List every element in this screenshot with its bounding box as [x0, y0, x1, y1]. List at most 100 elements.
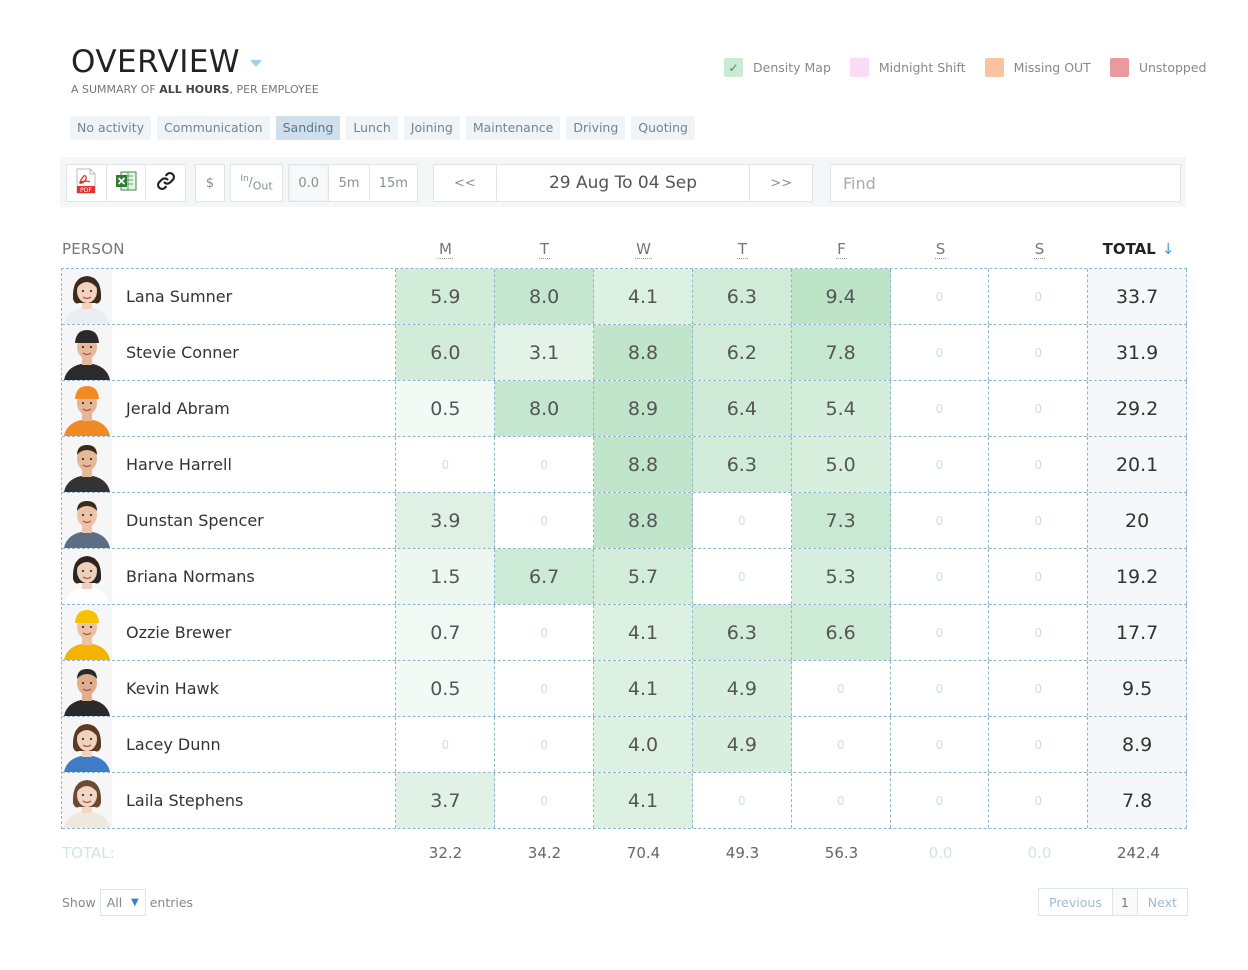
hours-cell-sun[interactable]: 0	[989, 325, 1089, 380]
hours-cell-thu[interactable]: 6.3	[692, 437, 792, 492]
hours-cell-tue[interactable]: 0	[495, 717, 595, 772]
tag-quoting[interactable]: Quoting	[631, 116, 695, 140]
day-header-thu[interactable]: T	[693, 236, 792, 262]
hours-cell-thu[interactable]: 6.3	[692, 269, 792, 324]
hours-cell-sun[interactable]: 0	[989, 773, 1089, 828]
hours-cell-sat[interactable]: 0	[891, 493, 990, 548]
day-header-wed[interactable]: W	[594, 236, 693, 262]
person-cell[interactable]: Harve Harrell	[62, 437, 397, 492]
hours-cell-wed[interactable]: 8.8	[594, 437, 693, 492]
hours-cell-wed[interactable]: 4.1	[594, 605, 693, 660]
legend-unstopped[interactable]: Unstopped	[1109, 58, 1206, 77]
hours-cell-wed[interactable]: 5.7	[594, 549, 693, 604]
legend-missing-out[interactable]: Missing OUT	[984, 58, 1091, 77]
hours-cell-sat[interactable]: 0	[891, 773, 990, 828]
hours-cell-sun[interactable]: 0	[989, 269, 1089, 324]
person-cell[interactable]: Ozzie Brewer	[62, 605, 397, 660]
hours-cell-wed[interactable]: 8.8	[594, 493, 693, 548]
person-column-header[interactable]: PERSON	[62, 240, 125, 258]
hours-cell-mon[interactable]: 0.5	[396, 661, 496, 716]
tag-lunch[interactable]: Lunch	[346, 116, 398, 140]
hours-cell-sat[interactable]: 0	[891, 437, 990, 492]
hours-cell-wed[interactable]: 4.1	[594, 773, 693, 828]
person-cell[interactable]: Dunstan Spencer	[62, 493, 397, 548]
hours-cell-sat[interactable]: 0	[891, 605, 990, 660]
hours-cell-sun[interactable]: 0	[989, 437, 1089, 492]
hours-cell-thu[interactable]: 6.3	[692, 605, 792, 660]
hours-cell-thu[interactable]: 0	[693, 773, 792, 828]
missing-out-checkbox[interactable]	[984, 58, 1004, 77]
person-cell[interactable]: Briana Normans	[62, 549, 397, 604]
hours-cell-tue[interactable]: 0	[495, 661, 595, 716]
next-page-button[interactable]: Next	[1147, 894, 1177, 910]
legend-density-map[interactable]: ✓ Density Map	[724, 58, 831, 77]
day-header-sat[interactable]: S	[891, 236, 990, 262]
prev-week-button[interactable]: <<	[434, 165, 497, 201]
person-cell[interactable]: Lacey Dunn	[62, 717, 397, 772]
hours-cell-mon[interactable]: 5.9	[396, 269, 496, 324]
hours-cell-sun[interactable]: 0	[989, 717, 1089, 772]
hours-cell-mon[interactable]: 3.9	[396, 493, 496, 548]
hours-cell-thu[interactable]: 6.2	[692, 325, 792, 380]
person-cell[interactable]: Stevie Conner	[62, 325, 397, 380]
hours-cell-tue[interactable]: 0	[495, 605, 595, 660]
hours-cell-sun[interactable]: 0	[989, 549, 1089, 604]
tag-maintenance[interactable]: Maintenance	[465, 116, 561, 140]
hours-cell-wed[interactable]: 4.1	[594, 269, 693, 324]
hours-cell-sun[interactable]: 0	[989, 661, 1089, 716]
hours-cell-fri[interactable]: 0	[792, 661, 891, 716]
hours-cell-mon[interactable]: 1.5	[396, 549, 496, 604]
hours-cell-tue[interactable]: 6.7	[495, 549, 595, 604]
hours-cell-fri[interactable]: 7.3	[791, 493, 891, 548]
hours-cell-sun[interactable]: 0	[989, 605, 1089, 660]
hours-cell-tue[interactable]: 0	[495, 437, 595, 492]
hours-cell-fri[interactable]: 9.4	[791, 269, 891, 324]
hours-cell-fri[interactable]: 0	[792, 717, 891, 772]
person-cell[interactable]: Jerald Abram	[62, 381, 397, 436]
hours-cell-sat[interactable]: 0	[891, 661, 990, 716]
legend-midnight-shift[interactable]: Midnight Shift	[849, 58, 966, 77]
page-1-button[interactable]: 1	[1111, 889, 1138, 915]
person-cell[interactable]: Laila Stephens	[62, 773, 397, 828]
day-header-tue[interactable]: T	[495, 236, 594, 262]
hours-cell-thu[interactable]: 0	[693, 493, 792, 548]
hours-cell-tue[interactable]: 8.0	[495, 269, 595, 324]
hours-cell-fri[interactable]: 0	[792, 773, 891, 828]
hours-cell-thu[interactable]: 6.4	[692, 381, 792, 436]
hours-cell-fri[interactable]: 5.3	[791, 549, 891, 604]
day-header-mon[interactable]: M	[396, 236, 495, 262]
hours-cell-sun[interactable]: 0	[989, 493, 1089, 548]
export-pdf-button[interactable]: PDF	[67, 165, 107, 201]
tag-no-activity[interactable]: No activity	[70, 116, 152, 140]
hours-cell-sat[interactable]: 0	[891, 381, 990, 436]
rounding-15m-button[interactable]: 15m	[378, 175, 408, 191]
hours-cell-thu[interactable]: 0	[693, 549, 792, 604]
currency-toggle-button[interactable]: $	[195, 164, 225, 202]
hours-cell-fri[interactable]: 5.0	[791, 437, 891, 492]
hours-cell-wed[interactable]: 8.8	[594, 325, 693, 380]
hours-cell-tue[interactable]: 3.1	[495, 325, 595, 380]
hours-cell-tue[interactable]: 0	[495, 773, 595, 828]
day-header-fri[interactable]: F	[792, 236, 891, 262]
total-column-header[interactable]: TOTAL ↓	[1089, 236, 1188, 262]
find-input[interactable]	[830, 164, 1181, 202]
hours-cell-sun[interactable]: 0	[989, 381, 1089, 436]
hours-cell-mon[interactable]: 0.5	[396, 381, 496, 436]
next-week-button[interactable]: >>	[770, 175, 793, 191]
hours-cell-wed[interactable]: 8.9	[594, 381, 693, 436]
hours-cell-sat[interactable]: 0	[891, 325, 990, 380]
entries-select[interactable]: All ▼	[99, 889, 146, 916]
person-cell[interactable]: Kevin Hawk	[62, 661, 397, 716]
date-range-label[interactable]: 29 Aug To 04 Sep	[497, 165, 751, 201]
hours-cell-sat[interactable]: 0	[891, 549, 990, 604]
tag-communication[interactable]: Communication	[157, 116, 270, 140]
hours-cell-thu[interactable]: 4.9	[692, 717, 792, 772]
title-dropdown-icon[interactable]	[250, 60, 263, 67]
hours-cell-fri[interactable]: 7.8	[791, 325, 891, 380]
hours-cell-wed[interactable]: 4.1	[594, 661, 693, 716]
hours-cell-mon[interactable]: 0	[396, 717, 496, 772]
export-excel-button[interactable]	[107, 165, 147, 201]
unstopped-checkbox[interactable]	[1109, 58, 1129, 77]
hours-cell-wed[interactable]: 4.0	[594, 717, 693, 772]
hours-cell-mon[interactable]: 0.7	[396, 605, 496, 660]
